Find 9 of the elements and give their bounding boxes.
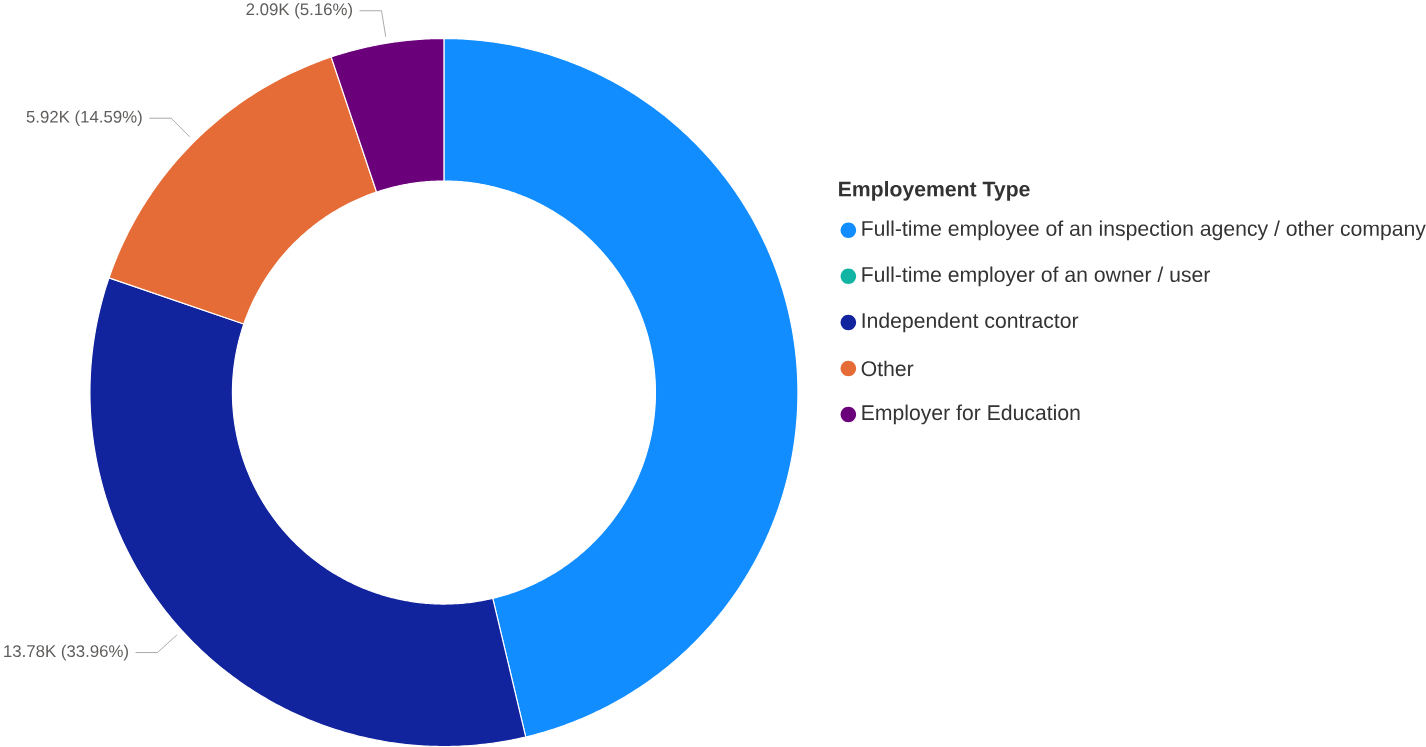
legend-label: Employer for Education	[862, 404, 1080, 425]
legend-title: Employement Type	[839, 180, 1030, 201]
data-label: 13.78K (33.96%)	[4, 644, 128, 661]
data-label: 5.92K (14.59%)	[26, 110, 142, 126]
data-label: 2.09K (5.16%)	[246, 2, 353, 19]
legend-label: Full-time employee of an inspection agency / other company	[862, 220, 1426, 241]
legend-label: Independent contractor	[862, 312, 1079, 333]
legend-label: Full-time employer of an owner / user	[862, 266, 1211, 287]
legend-label: Other	[861, 360, 914, 377]
